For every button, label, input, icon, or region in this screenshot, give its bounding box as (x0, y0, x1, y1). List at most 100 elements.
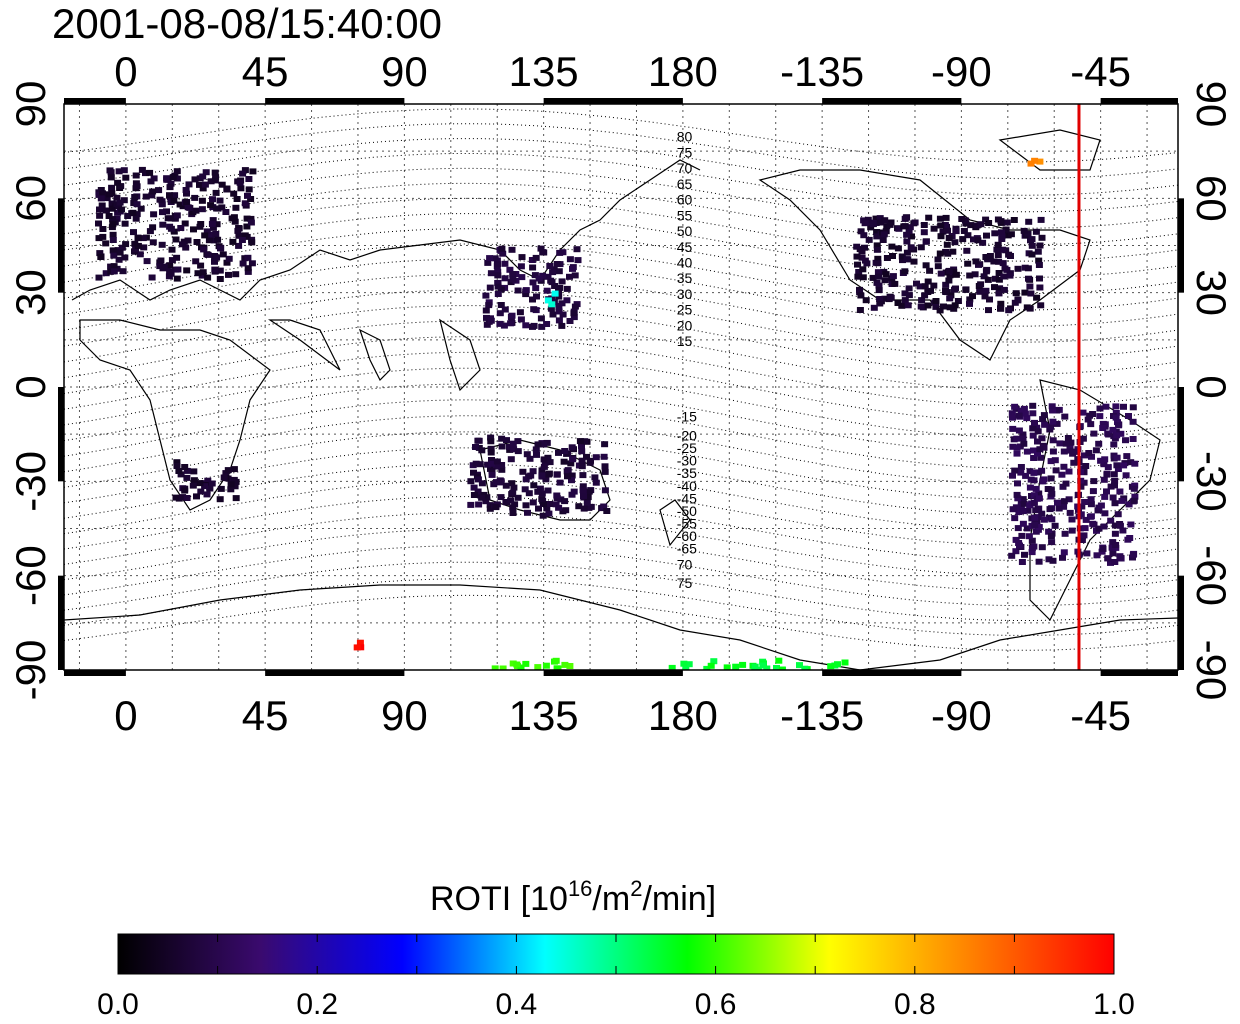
roti-patch-north-america (995, 276, 1003, 283)
roti-patch-europe (223, 186, 231, 193)
roti-patch-australia (568, 491, 576, 498)
roti-patch-south-america (1113, 462, 1121, 469)
coast-antarctica (64, 584, 1178, 670)
roti-patch-south-america (1017, 469, 1025, 476)
roti-patch-europe (183, 190, 190, 197)
roti-patch-south-america (1053, 407, 1061, 414)
roti-patch-europe (183, 267, 191, 274)
roti-patch-australia (545, 471, 553, 478)
roti-patch-europe (216, 197, 224, 204)
axis-bar-top (822, 98, 962, 104)
roti-patch-south-america (1030, 492, 1038, 499)
roti-patch-australia (580, 505, 588, 512)
roti-patch-south-america (1040, 476, 1048, 483)
roti-patch-north-america (857, 228, 865, 235)
roti-patch-north-america (861, 244, 868, 251)
coast-india (358, 328, 391, 382)
roti-patch-north-america (994, 241, 1002, 248)
roti-patch-north-america (984, 276, 992, 283)
mag-contour-line (64, 289, 1178, 359)
roti-patch-south-america (1104, 464, 1112, 471)
roti-patch-australia (514, 438, 522, 445)
roti-patch-japan-china (530, 322, 538, 329)
roti-patch-south-america (1030, 469, 1038, 476)
roti-patch-north-america (857, 292, 865, 299)
roti-patch-south-america (1047, 423, 1055, 430)
roti-patch-north-america (966, 300, 973, 307)
roti-patch-australia (514, 448, 522, 455)
roti-patch-europe (207, 178, 215, 185)
roti-patch-north-america (958, 216, 966, 222)
roti-patch-australia (496, 479, 504, 486)
roti-patch-south-america (1113, 432, 1121, 439)
roti-patch-south-america (1037, 454, 1045, 461)
roti-patch-australia (600, 503, 608, 510)
roti-patch-europe (247, 219, 255, 226)
roti-patch-north-america (932, 303, 940, 310)
roti-patch-japan-china (553, 261, 561, 267)
roti-patch-north-america (991, 230, 999, 237)
roti-patch-south-america (1114, 419, 1121, 426)
roti-patch-europe (159, 221, 167, 228)
axis-bar-right (1178, 575, 1184, 670)
contour-label: 65 (677, 176, 693, 192)
roti-patch-australia (600, 453, 608, 460)
roti-patch-south-africa (196, 480, 204, 487)
roti-patch-north-america (994, 216, 1002, 223)
roti-patch-south-africa (231, 483, 239, 490)
roti-patch-south-america (1027, 476, 1035, 483)
x-tick-label-top: 45 (242, 48, 289, 95)
roti-patch-south-america (1040, 444, 1048, 451)
roti-patch-north-america (951, 239, 959, 246)
roti-patch-south-africa (230, 466, 238, 473)
roti-patch-north-america (1026, 305, 1034, 312)
roti-patch-north-america (888, 243, 896, 250)
roti-patch-europe (181, 220, 189, 227)
roti-patch-south-africa (190, 468, 198, 475)
roti-patch-japan-china (566, 318, 574, 324)
roti-patch-south-america (1112, 542, 1120, 548)
roti-patch-europe (237, 185, 245, 192)
roti-patch-europe (108, 184, 116, 191)
roti-patch-south-america (1079, 435, 1087, 442)
roti-patch-south-america (1130, 485, 1138, 492)
roti-patch-europe (217, 245, 224, 252)
roti-patch-south-africa (183, 495, 191, 501)
roti-patch-australia (533, 451, 540, 458)
roti-patch-south-africa (203, 491, 211, 498)
roti-patch-south-america (1031, 514, 1039, 521)
contour-label: -40 (677, 478, 697, 494)
contour-label: -20 (677, 427, 697, 443)
roti-patch-japan-china (517, 316, 525, 323)
roti-patch-south-america (1040, 412, 1048, 419)
roti-patch-antarctic-band-2 (710, 658, 718, 665)
roti-patch-europe (163, 175, 171, 182)
roti-patch-europe (183, 199, 191, 205)
roti-patch-australia (556, 479, 564, 486)
roti-patch-japan-china (508, 312, 516, 319)
roti-patch-north-america (889, 273, 897, 280)
roti-patch-south-africa (183, 467, 191, 474)
roti-patch-europe (124, 213, 132, 219)
roti-patch-south-america (1120, 462, 1128, 469)
roti-patch-south-america (1096, 405, 1104, 412)
roti-patch-australia (567, 460, 575, 467)
roti-patch-australia (524, 509, 531, 516)
roti-patch-japan-china (538, 323, 546, 330)
roti-patch-south-america (1101, 493, 1109, 500)
roti-patch-japan-china (494, 283, 502, 290)
roti-patch-antarctic-band-1 (561, 661, 569, 668)
roti-patch-australia (564, 467, 572, 474)
roti-patch-south-america (1090, 430, 1098, 437)
roti-patch-europe (108, 205, 116, 212)
x-tick-label-top: 90 (381, 48, 428, 95)
roti-patch-australia (542, 476, 550, 483)
roti-patch-australia (555, 449, 562, 456)
mag-contour-line (64, 594, 1178, 651)
roti-patch-japan-china (532, 285, 540, 292)
roti-patch-south-america (1082, 516, 1090, 523)
mag-contour-line (64, 305, 1178, 375)
roti-patch-north-america (1007, 231, 1015, 238)
y-tick-label-left: -30 (7, 451, 54, 512)
y-tick-label-right: -60 (1188, 545, 1235, 606)
